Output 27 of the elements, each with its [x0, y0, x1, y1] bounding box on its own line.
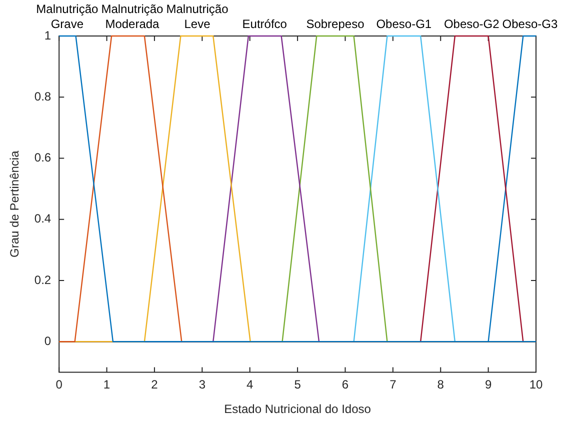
x-tick-label: 0	[56, 378, 63, 392]
x-tick-label: 4	[246, 378, 254, 392]
y-tick-label: 0.8	[34, 89, 52, 104]
x-tick-label: 9	[484, 378, 492, 392]
y-tick-label: 1	[44, 28, 52, 42]
annotation: Obeso-G2	[444, 17, 500, 31]
x-tick-label: 2	[151, 378, 158, 392]
annotation: Malnutrição Moderada	[101, 2, 164, 31]
annotation: Obeso-G3	[502, 17, 558, 31]
x-tick-label: 6	[342, 378, 349, 392]
y-tick-label: 0.2	[34, 272, 52, 287]
x-tick-label: 8	[437, 378, 444, 392]
x-tick-label: 3	[198, 378, 206, 392]
y-axis-title: Grau de Pertinência	[8, 150, 22, 258]
y-tick-label: 0.6	[34, 150, 52, 165]
annotation: Obeso-G1	[376, 17, 432, 31]
y-tick-label: 0	[44, 334, 52, 348]
x-tick-label: 7	[390, 378, 397, 392]
x-tick-label: 1	[103, 378, 110, 392]
x-tick-label: 10	[529, 378, 543, 392]
x-axis-title: Estado Nutricional do Idoso	[224, 402, 372, 416]
annotation: Malnutrição Leve	[166, 2, 229, 31]
annotation: Malnutrição Grave	[36, 2, 99, 31]
x-tick-label: 5	[294, 378, 302, 392]
annotation: Eutrófco	[242, 17, 288, 31]
y-tick-label: 0.4	[34, 212, 52, 226]
annotation: Sobrepeso	[306, 17, 365, 31]
